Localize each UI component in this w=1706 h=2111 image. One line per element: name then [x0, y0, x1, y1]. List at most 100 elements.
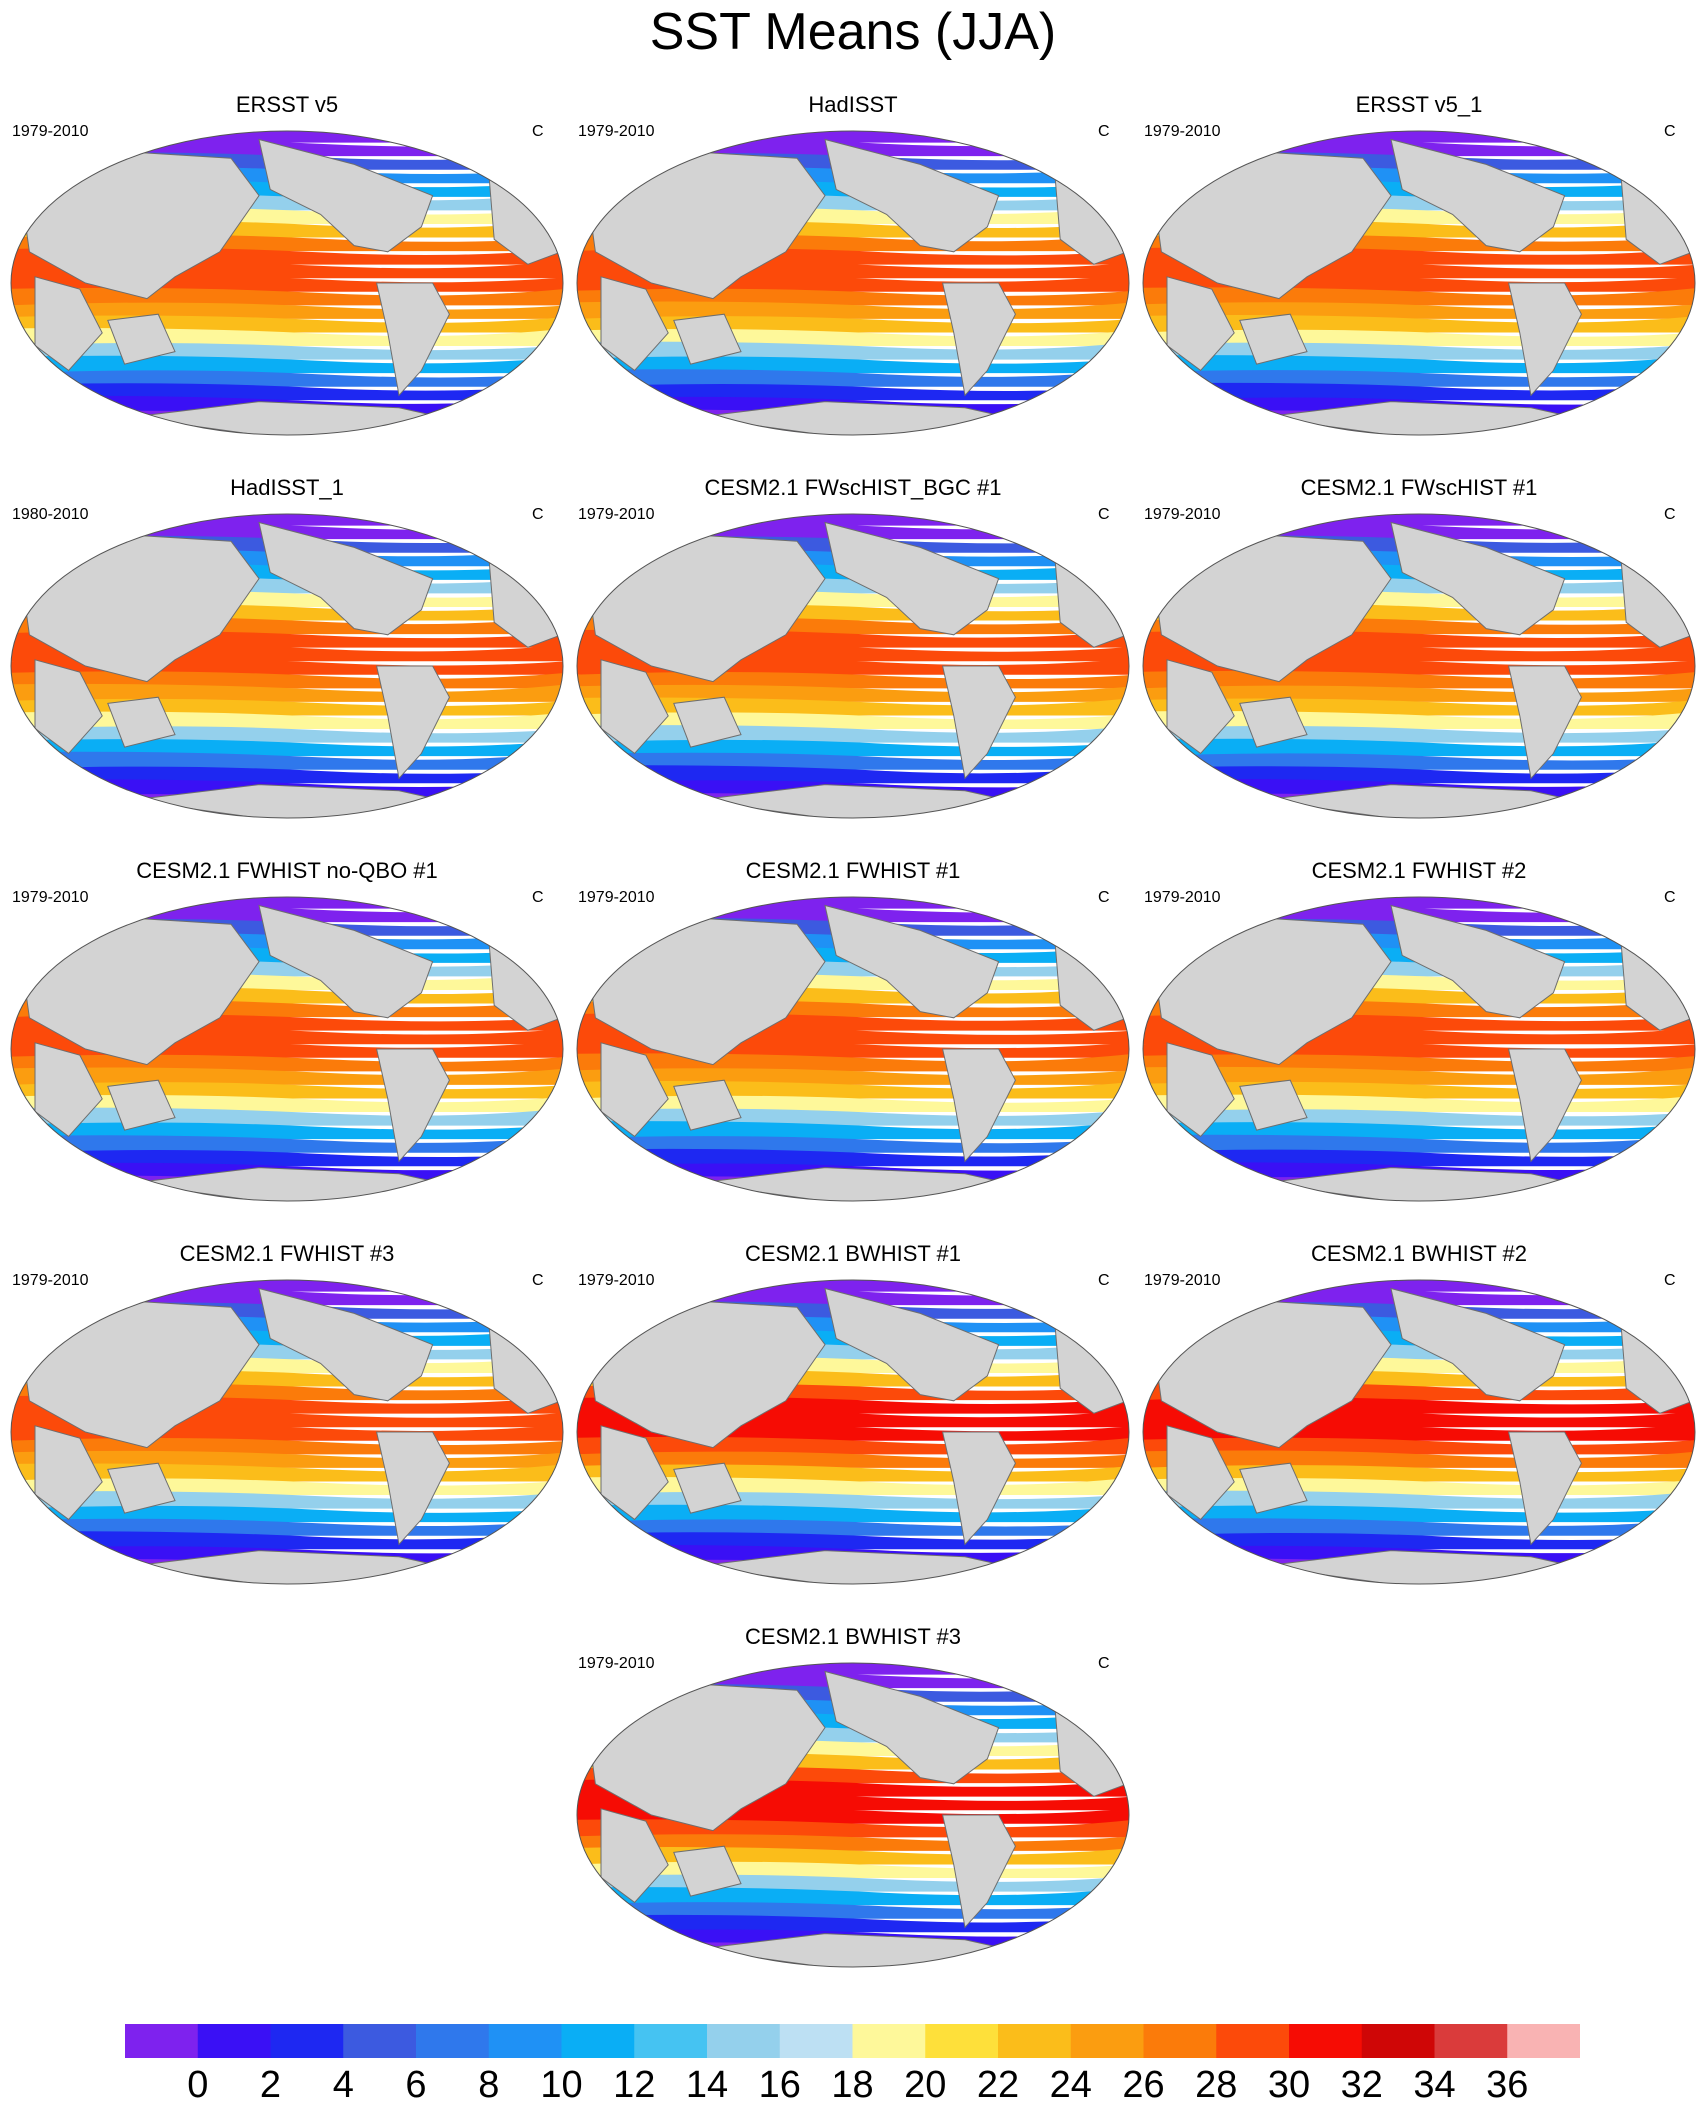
figure-title: SST Means (JJA): [649, 3, 1057, 61]
map-panel: CESM2.1 FWscHIST_BGC #1 1979-2010 C: [568, 475, 1138, 825]
panel-title: CESM2.1 FWscHIST #1: [1300, 475, 1538, 500]
panel-period: 1979-2010: [1144, 1272, 1221, 1289]
sst-map: [576, 513, 1130, 819]
panel-units: C: [532, 889, 544, 906]
sst-map: [576, 896, 1130, 1202]
map-outline: [10, 130, 564, 436]
sst-band: [11, 751, 563, 770]
land-mass: [375, 1048, 450, 1163]
map-panel: CESM2.1 FWHIST #2 1979-2010 C: [1134, 858, 1704, 1208]
land-mass: [34, 276, 103, 372]
sst-band: [1143, 897, 1695, 909]
colorbar-tick-label: 22: [976, 2064, 1020, 2106]
sst-map: [10, 1279, 564, 1585]
map-outline: [1142, 513, 1696, 819]
colorbar-swatch: [634, 2024, 708, 2058]
sst-band: [1143, 1134, 1695, 1153]
panel-units: C: [1098, 506, 1110, 523]
colorbar-tick-label: 16: [758, 2064, 801, 2106]
panel-title: CESM2.1 BWHIST #2: [1311, 1241, 1527, 1266]
colorbar-swatch: [779, 2024, 853, 2058]
land-mass: [258, 904, 434, 1019]
panel-period: 1979-2010: [578, 1272, 655, 1289]
panel-period: 1980-2010: [12, 506, 89, 523]
map-outline: [576, 1279, 1130, 1585]
land-mass: [107, 313, 176, 365]
panel-period: 1979-2010: [578, 1655, 655, 1672]
panel-units: C: [532, 123, 544, 140]
panel-units: C: [1664, 123, 1676, 140]
land-mass: [583, 917, 826, 1066]
land-mass: [600, 276, 669, 372]
panel-period: 1979-2010: [12, 889, 89, 906]
colorbar-swatch: [707, 2024, 781, 2058]
land-mass: [673, 1462, 742, 1514]
map-panel: CESM2.1 FWHIST no-QBO #1 1979-2010 C: [2, 858, 572, 1208]
colorbar-tick-label: 30: [1267, 2064, 1311, 2106]
panel-period: 1979-2010: [12, 1272, 89, 1289]
colorbar-swatch: [197, 2024, 271, 2058]
land-mass: [1149, 1300, 1392, 1449]
sst-band: [1143, 370, 1695, 387]
land-mass: [34, 1042, 103, 1138]
sst-band: [1143, 753, 1695, 770]
colorbar-swatch: [1143, 2024, 1217, 2058]
colorbar-swatch: [1216, 2024, 1290, 2058]
map-panel: CESM2.1 FWHIST #3 1979-2010 C: [2, 1241, 572, 1591]
land-mass: [673, 313, 742, 365]
sst-band: [1143, 738, 1695, 757]
sst-band: [1143, 131, 1695, 143]
land-mass: [824, 904, 1000, 1019]
sst-band: [577, 1121, 1129, 1140]
sst-band: [577, 765, 1129, 784]
sst-band: [1143, 1518, 1695, 1536]
sst-map: [10, 896, 564, 1202]
colorbar-tick-label: 14: [685, 2064, 729, 2106]
land-mass: [1239, 1462, 1308, 1514]
sst-band: [11, 1531, 563, 1550]
panel-title: HadISST: [808, 92, 898, 117]
land-mass: [17, 917, 260, 1066]
panel-period: 1979-2010: [578, 123, 655, 140]
sst-band: [1143, 1280, 1695, 1292]
sst-band: [577, 514, 1129, 526]
map-outline: [1142, 130, 1696, 436]
sst-band: [577, 1532, 1129, 1550]
panel-title: CESM2.1 BWHIST #1: [745, 1241, 961, 1266]
sst-map: [1142, 130, 1696, 436]
colorbar-swatch: [488, 2024, 562, 2058]
colorbar-tick-label: 28: [1195, 2064, 1238, 2106]
sst-band: [577, 356, 1129, 374]
land-mass: [600, 1042, 669, 1138]
sst-band: [1143, 1532, 1695, 1550]
map-outline: [576, 513, 1130, 819]
sst-map: [576, 130, 1130, 436]
panel-units: C: [1664, 506, 1676, 523]
panel-period: 1979-2010: [578, 506, 655, 523]
colorbar-tick-label: 32: [1340, 2064, 1383, 2106]
sst-band: [11, 131, 563, 143]
map-panel: CESM2.1 FWHIST #1 1979-2010 C: [568, 858, 1138, 1208]
land-mass: [824, 1287, 1000, 1402]
colorbar-tick-label: 12: [613, 2064, 656, 2106]
panel-title: ERSST v5_1: [1355, 92, 1483, 117]
land-mass: [1149, 151, 1392, 300]
land-mass: [583, 151, 826, 300]
land-mass: [1507, 1431, 1582, 1546]
panel-period: 1979-2010: [12, 123, 89, 140]
panel-title: CESM2.1 BWHIST #3: [745, 1624, 961, 1649]
land-mass: [1149, 917, 1392, 1066]
sst-band: [11, 766, 563, 784]
sst-band: [577, 1148, 1129, 1167]
colorbar-labels: 0 2 4 6 8 10 12 14 16 18 20 22 24 26 28 30 32 34 36: [0, 2063, 1706, 2109]
map-outline: [576, 130, 1130, 436]
sst-band: [577, 739, 1129, 757]
colorbar: [125, 2024, 1580, 2058]
sst-map: [1142, 1279, 1696, 1585]
land-mass: [1166, 1042, 1235, 1138]
sst-band: [577, 1136, 1129, 1153]
land-mass: [1507, 282, 1582, 397]
land-mass: [673, 1079, 742, 1131]
colorbar-swatch: [270, 2024, 344, 2058]
sst-band: [11, 1518, 563, 1536]
